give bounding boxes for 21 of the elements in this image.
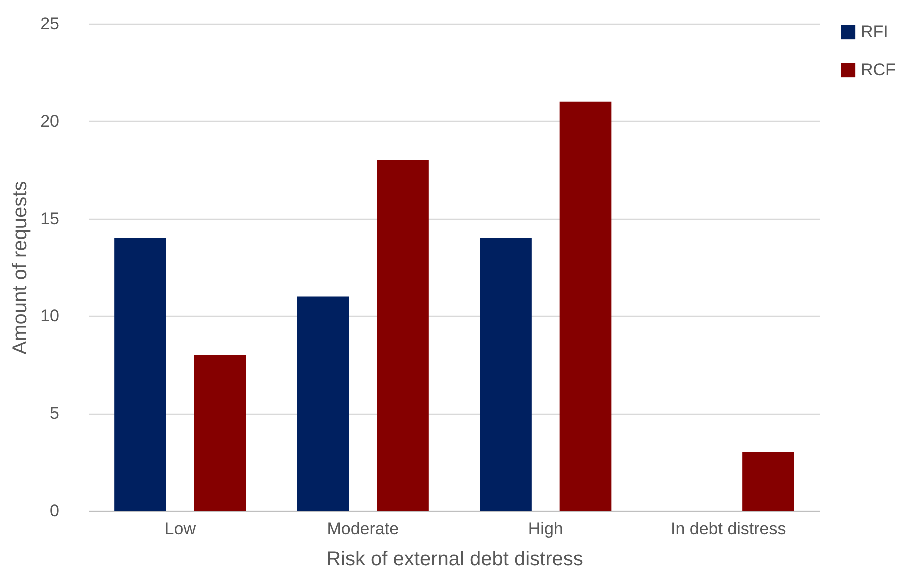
x-axis-title: Risk of external debt distress (326, 548, 584, 570)
y-tick-label: 5 (50, 404, 60, 424)
bar (377, 160, 429, 511)
y-tick-label: 10 (40, 306, 60, 326)
y-tick-label: 25 (40, 14, 60, 34)
bar (742, 452, 794, 511)
y-tick-label: 15 (40, 209, 60, 228)
y-axis-title: Amount of requests (10, 181, 32, 355)
legend-label: RFI (861, 22, 888, 42)
bar (194, 355, 246, 511)
legend-label: RCF (861, 60, 896, 80)
bar (297, 296, 350, 511)
y-tick-label: 0 (50, 502, 60, 520)
x-tick-label: In debt distress (670, 520, 786, 538)
x-tick-label: High (528, 520, 564, 538)
bar (114, 238, 166, 511)
y-tick-label: 20 (40, 112, 60, 131)
bar (560, 102, 612, 511)
bar (480, 238, 532, 511)
x-tick-label: Moderate (327, 520, 400, 538)
x-tick-label: Low (164, 520, 197, 538)
